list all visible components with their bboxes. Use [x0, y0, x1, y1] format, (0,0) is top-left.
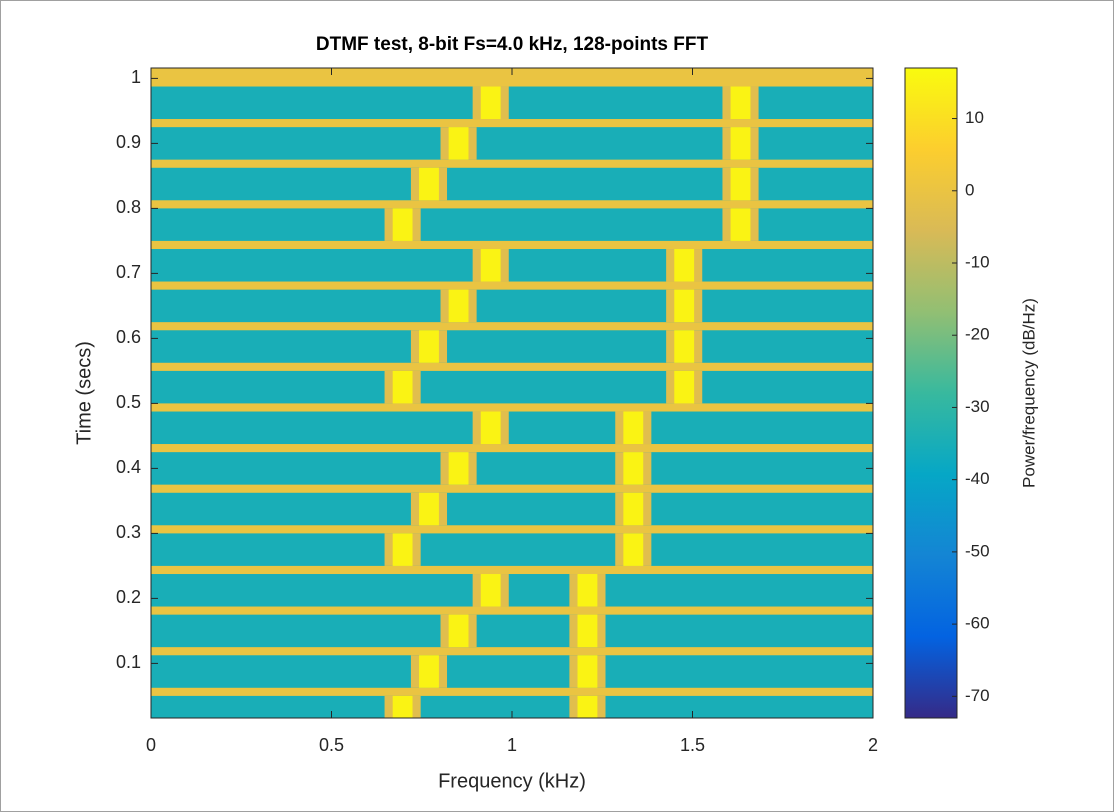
colorbar	[905, 68, 957, 718]
colorbar-tick-label: -40	[965, 469, 990, 488]
tone	[730, 86, 751, 120]
y-tick-label: 0.9	[116, 132, 141, 152]
x-tick-label: 0.5	[319, 735, 344, 755]
tone	[577, 655, 598, 688]
tone	[480, 411, 501, 445]
y-tick-label: 0.4	[116, 457, 141, 477]
gap-band	[151, 647, 873, 656]
gap-band	[151, 281, 873, 290]
tone	[419, 655, 439, 688]
tone	[674, 330, 695, 363]
tone	[392, 208, 413, 241]
y-tick-label: 0.7	[116, 262, 141, 282]
colorbar-tick-label: -20	[965, 325, 990, 344]
tone	[419, 492, 439, 526]
tone	[674, 249, 695, 282]
x-tick-label: 1	[507, 735, 517, 755]
tone	[392, 533, 413, 566]
gap-band	[151, 159, 873, 168]
x-tick-label: 1.5	[680, 735, 705, 755]
gap-band	[151, 606, 873, 615]
gap-band	[151, 687, 873, 696]
tone	[577, 574, 598, 607]
gap-band	[151, 119, 873, 128]
colorbar-label: Power/frequency (dB/Hz)	[1019, 298, 1038, 488]
colorbar-tick-label: 0	[965, 180, 974, 199]
x-tick-label: 2	[868, 735, 878, 755]
y-tick-label: 0.8	[116, 197, 141, 217]
x-axis-label: Frequency (kHz)	[438, 770, 586, 792]
tone	[577, 695, 598, 718]
tone	[480, 574, 501, 607]
y-tick-label: 0.6	[116, 327, 141, 347]
tone	[448, 127, 469, 160]
tone	[392, 370, 413, 404]
gap-band	[151, 565, 873, 575]
gap-band	[151, 200, 873, 209]
tone	[480, 249, 501, 282]
tone	[392, 695, 413, 718]
tone	[448, 452, 469, 485]
colorbar-box	[904, 67, 958, 719]
y-tick-label: 0.5	[116, 392, 141, 412]
colorbar-tick-label: -10	[965, 252, 990, 271]
tone	[448, 289, 469, 323]
tone	[419, 167, 439, 201]
tone	[623, 533, 644, 566]
plot-area	[151, 68, 873, 718]
tone	[480, 86, 501, 120]
gap-band	[151, 240, 873, 250]
gap-band	[151, 525, 873, 534]
tone	[730, 127, 751, 160]
chart-title: DTMF test, 8-bit Fs=4.0 kHz, 128-points …	[316, 34, 709, 55]
gap-band	[151, 444, 873, 453]
x-tick-label: 0	[146, 735, 156, 755]
gap-band	[151, 484, 873, 493]
tone	[623, 492, 644, 526]
y-tick-label: 0.3	[116, 522, 141, 542]
y-tick-label: 0.2	[116, 587, 141, 607]
gap-band	[151, 403, 873, 412]
colorbar-tick-label: 10	[965, 108, 984, 127]
y-tick-label: 0.1	[116, 652, 141, 672]
colorbar-tick-label: -70	[965, 686, 990, 705]
colorbar-tick-label: -50	[965, 541, 990, 560]
tone	[730, 208, 751, 241]
colorbar-tick-label: -30	[965, 397, 990, 416]
tone	[419, 330, 439, 363]
gap-band	[151, 322, 873, 331]
tone	[623, 452, 644, 485]
tone	[730, 167, 751, 201]
gap-band	[151, 362, 873, 371]
tone	[577, 614, 598, 648]
tone	[674, 370, 695, 404]
tone	[623, 411, 644, 445]
tone	[448, 614, 469, 648]
colorbar-tick-label: -60	[965, 614, 990, 633]
tone	[674, 289, 695, 323]
y-tick-label: 1	[131, 67, 141, 87]
y-axis-label: Time (secs)	[73, 341, 95, 445]
